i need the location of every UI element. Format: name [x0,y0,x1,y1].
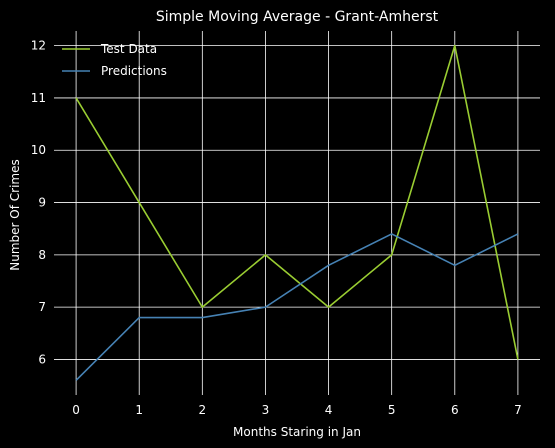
chart-title: Simple Moving Average - Grant-Amherst [156,9,439,25]
y-axis-label: Number Of Crimes [8,159,22,270]
y-tick-labels: 6 7 8 9 10 11 12 [31,39,46,367]
x-tick-label: 4 [325,403,333,417]
x-tick-label: 0 [72,403,80,417]
series-line-test-data [75,44,519,360]
y-tick-label: 7 [38,300,46,314]
y-tick-label: 8 [38,248,46,262]
x-tick-labels: 0 1 2 3 4 5 6 7 [72,403,521,417]
grid [54,31,540,395]
legend-label: Predictions [101,64,167,78]
x-tick-label: 5 [388,403,396,417]
y-tick-label: 6 [38,352,46,366]
x-tick-label: 7 [514,403,522,417]
y-tick-label: 12 [31,39,46,53]
x-tick-label: 2 [199,403,207,417]
series-line-predictions [75,233,519,381]
series-group [75,44,519,381]
x-tick-label: 6 [451,403,459,417]
x-axis-label: Months Staring in Jan [233,425,361,439]
y-tick-label: 9 [38,196,46,210]
y-tick-label: 11 [31,91,46,105]
legend-label: Test Data [100,42,157,56]
legend: Test Data Predictions [62,42,167,78]
y-tick-label: 10 [31,143,46,157]
x-tick-label: 3 [262,403,270,417]
x-tick-label: 1 [135,403,143,417]
